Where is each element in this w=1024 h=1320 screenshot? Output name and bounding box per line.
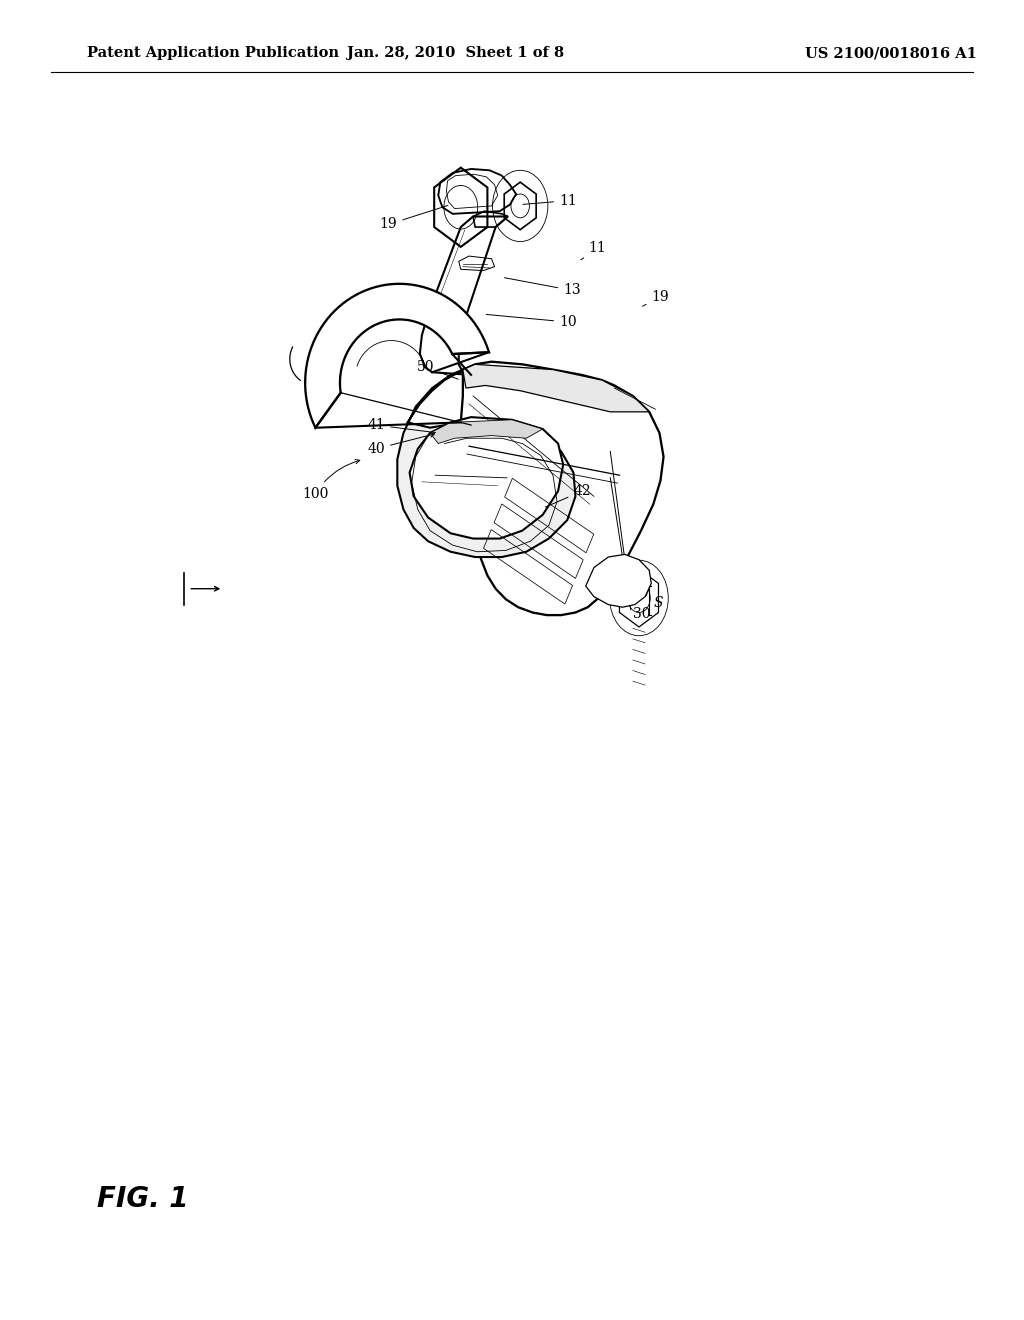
Polygon shape: [463, 364, 649, 412]
Text: US 2100/0018016 A1: US 2100/0018016 A1: [805, 46, 977, 61]
Text: 19: 19: [380, 206, 447, 231]
Text: Jan. 28, 2010  Sheet 1 of 8: Jan. 28, 2010 Sheet 1 of 8: [347, 46, 564, 61]
Text: 30: 30: [633, 607, 650, 620]
Text: 19: 19: [642, 290, 669, 306]
Text: 11: 11: [523, 194, 577, 207]
Text: 40: 40: [368, 433, 434, 455]
Text: Patent Application Publication: Patent Application Publication: [87, 46, 339, 61]
Text: 20: 20: [631, 586, 648, 599]
Polygon shape: [397, 370, 575, 557]
Text: 10: 10: [486, 314, 577, 329]
Text: 100: 100: [302, 459, 359, 500]
Text: 13: 13: [505, 277, 581, 297]
Text: 41: 41: [368, 418, 435, 433]
Text: FIG. 1: FIG. 1: [97, 1184, 188, 1213]
Text: 50: 50: [417, 360, 458, 379]
Polygon shape: [586, 554, 651, 607]
Polygon shape: [305, 284, 488, 428]
Polygon shape: [410, 417, 563, 539]
Text: 11: 11: [581, 242, 606, 260]
Text: 42: 42: [545, 484, 591, 507]
Polygon shape: [461, 362, 664, 615]
Polygon shape: [430, 420, 543, 444]
Text: S: S: [653, 597, 663, 610]
